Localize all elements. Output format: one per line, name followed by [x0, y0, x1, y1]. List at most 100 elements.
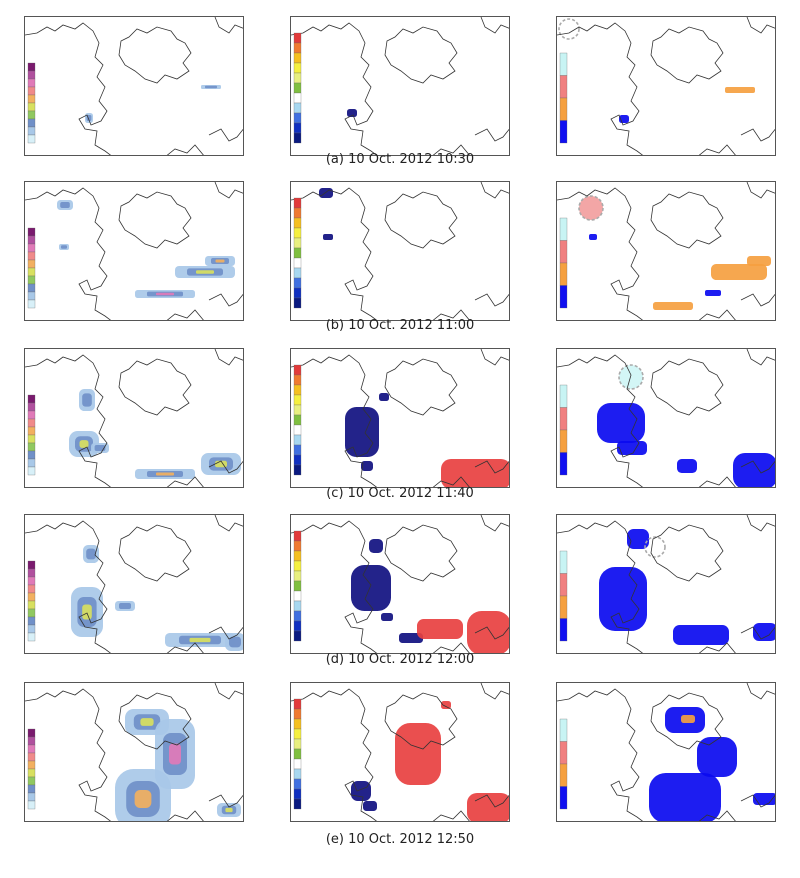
velocity-echo — [319, 188, 333, 198]
map-outline — [746, 182, 775, 199]
map-outline — [25, 354, 111, 487]
map-outline — [291, 354, 377, 487]
map-canvas — [291, 182, 509, 320]
map-canvas — [25, 515, 243, 653]
colorbar-swatch — [293, 257, 302, 269]
colorbar-swatch — [27, 118, 36, 128]
map-outline — [291, 187, 377, 320]
colorbar-swatch — [27, 800, 36, 810]
colorbar-swatch — [559, 718, 568, 742]
colorbar-swatch — [27, 560, 36, 570]
map-outline — [432, 810, 470, 821]
map-outline — [118, 191, 192, 249]
colorbar-swatch — [27, 394, 36, 404]
rain-panel — [24, 682, 244, 822]
colorbar-swatch — [293, 464, 302, 476]
map-canvas — [557, 683, 775, 821]
map-outline — [557, 688, 643, 821]
map-canvas — [557, 17, 775, 155]
map-outline — [208, 128, 243, 142]
danger-highlight-circle — [644, 536, 666, 558]
colorbar-swatch — [559, 763, 568, 787]
colorbar-swatch — [27, 235, 36, 245]
colorbar-swatch — [27, 418, 36, 428]
danger-panel — [556, 348, 776, 488]
colorbar-swatch — [559, 618, 568, 642]
map-outline — [650, 26, 724, 84]
map-canvas — [557, 515, 775, 653]
map-outline — [474, 626, 509, 640]
colorbar-swatch — [293, 758, 302, 770]
colorbar-swatch — [293, 768, 302, 780]
velocity-echo — [399, 633, 423, 643]
map-outline — [698, 810, 736, 821]
map-outline — [25, 187, 111, 320]
colorbar-swatch — [293, 267, 302, 279]
colorbar-swatch — [27, 110, 36, 120]
map-outline — [480, 683, 509, 700]
colorbar-swatch — [293, 62, 302, 74]
rain-echo — [86, 548, 96, 560]
row-caption: (c) 10 Oct. 2012 11:40 — [326, 486, 474, 501]
map-outline — [214, 17, 243, 34]
map-outline — [384, 358, 458, 416]
colorbar-swatch — [293, 102, 302, 114]
colorbar-swatch — [27, 94, 36, 104]
colorbar-swatch — [293, 444, 302, 456]
map-outline — [557, 520, 643, 653]
map-canvas — [291, 515, 509, 653]
colorbar-swatch — [293, 404, 302, 416]
colorbar-swatch — [293, 550, 302, 562]
danger-echo — [747, 256, 771, 266]
map-outline — [474, 293, 509, 307]
rain-echo — [61, 245, 67, 249]
map-outline — [291, 688, 377, 821]
colorbar-swatch — [27, 291, 36, 301]
danger-echo — [653, 302, 693, 310]
map-outline — [166, 476, 204, 487]
map-outline — [384, 191, 458, 249]
map-outline — [746, 515, 775, 532]
colorbar-swatch — [293, 738, 302, 750]
map-outline — [25, 520, 111, 653]
map-outline — [474, 128, 509, 142]
row-caption: (e) 10 Oct. 2012 12:50 — [325, 832, 475, 847]
velocity-echo — [441, 701, 451, 709]
danger-panel — [556, 16, 776, 156]
map-outline — [480, 182, 509, 199]
colorbar-swatch — [293, 132, 302, 144]
colorbar-swatch — [293, 590, 302, 602]
colorbar-swatch — [293, 297, 302, 309]
colorbar-swatch — [293, 698, 302, 710]
velocity-echo — [441, 459, 509, 487]
map-outline — [650, 191, 724, 249]
colorbar-swatch — [293, 778, 302, 790]
map-outline — [740, 794, 775, 808]
velocity-echo — [351, 565, 391, 611]
map-outline — [432, 144, 470, 155]
map-outline — [214, 182, 243, 199]
colorbar-swatch — [293, 217, 302, 229]
colorbar-swatch — [27, 458, 36, 468]
colorbar-swatch — [27, 576, 36, 586]
colorbar-swatch — [27, 784, 36, 794]
colorbar-swatch — [293, 570, 302, 582]
map-canvas — [25, 349, 243, 487]
colorbar-swatch — [293, 112, 302, 124]
colorbar-swatch — [27, 632, 36, 642]
map-outline — [432, 642, 470, 653]
colorbar-swatch — [559, 429, 568, 453]
map-outline — [432, 309, 470, 320]
colorbar-swatch — [293, 122, 302, 134]
map-outline — [214, 349, 243, 366]
colorbar-swatch — [27, 283, 36, 293]
rain-panel — [24, 181, 244, 321]
map-outline — [166, 309, 204, 320]
colorbar-swatch — [27, 736, 36, 746]
rain-echo — [140, 718, 154, 726]
colorbar-swatch — [293, 600, 302, 612]
map-outline — [698, 476, 736, 487]
danger-panel — [556, 514, 776, 654]
colorbar-swatch — [27, 243, 36, 253]
colorbar-swatch — [293, 32, 302, 44]
